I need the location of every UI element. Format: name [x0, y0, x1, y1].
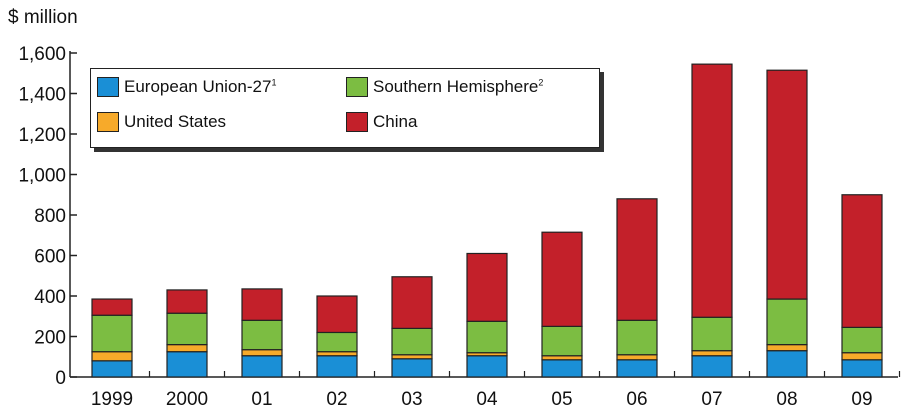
legend-item-united-states: United States [97, 112, 226, 132]
x-tick-label: 02 [326, 389, 347, 410]
bar-segment-china [841, 194, 883, 328]
bar-segment-sh [841, 326, 883, 354]
bar-segment-china [91, 298, 133, 316]
legend-label-southern-hemisphere: Southern Hemisphere2 [373, 77, 544, 96]
bar-segment-sh [541, 325, 583, 357]
bar-segment-us [241, 349, 283, 357]
legend-item-eu: European Union-271 [97, 77, 276, 97]
bar-segment-sh [391, 327, 433, 356]
bar-segment-china [166, 289, 208, 314]
bar-segment-china [541, 231, 583, 327]
bar-segment-eu [766, 350, 808, 378]
bar-segment-eu [91, 360, 133, 378]
y-tick-label: 1,600 [18, 44, 66, 65]
legend-swatch-eu [97, 77, 119, 97]
chart-legend: European Union-271 Southern Hemisphere2 … [90, 68, 600, 148]
y-tick-label: 200 [34, 328, 66, 349]
bar-segment-china [766, 69, 808, 300]
bar-segment-eu [841, 359, 883, 378]
bar-segment-china [241, 288, 283, 321]
bar-segment-china [316, 295, 358, 334]
bar-segment-eu [241, 355, 283, 378]
x-tick-label: 04 [476, 389, 498, 410]
bar-segment-sh [166, 312, 208, 346]
bar-segment-us [691, 350, 733, 357]
x-tick-label: 01 [251, 389, 272, 410]
x-tick-label: 06 [626, 389, 647, 410]
legend-swatch-southern-hemisphere [346, 77, 368, 97]
x-tick-label: 2000 [166, 389, 208, 410]
bar-segment-sh [241, 319, 283, 351]
bar-segment-eu [316, 355, 358, 378]
y-tick-label: 600 [34, 247, 66, 268]
bar-segment-sh [766, 298, 808, 346]
legend-label-china: China [373, 112, 418, 131]
x-tick-label: 05 [551, 389, 572, 410]
bar-segment-us [316, 351, 358, 357]
bar-segment-sh [691, 316, 733, 352]
legend-footnote-eu: 1 [271, 77, 277, 88]
bar-segment-eu [166, 351, 208, 378]
bar-segment-us [391, 354, 433, 360]
x-tick-label: 09 [851, 389, 872, 410]
x-tick-label: 08 [776, 389, 797, 410]
legend-footnote-southern-hemisphere: 2 [538, 77, 544, 88]
bar-segment-us [841, 352, 883, 361]
bar-segment-china [466, 252, 508, 322]
x-tick-label: 1999 [91, 389, 133, 410]
y-axis-unit-label: $ million [8, 7, 78, 28]
y-tick-label: 1,400 [18, 85, 66, 106]
legend-item-southern-hemisphere: Southern Hemisphere2 [346, 77, 543, 97]
y-tick-label: 0 [55, 368, 66, 389]
legend-item-china: China [346, 112, 417, 132]
legend-label-united-states: United States [124, 112, 227, 131]
bar-segment-eu [616, 359, 658, 378]
bar-segment-eu [541, 359, 583, 378]
y-tick-label: 1,000 [18, 166, 66, 187]
bar-segment-sh [316, 331, 358, 353]
bar-segment-eu [691, 355, 733, 378]
bar-segment-eu [466, 355, 508, 378]
x-tick-label: 03 [401, 389, 422, 410]
bar-segment-sh [616, 319, 658, 356]
x-tick-label: 07 [701, 389, 722, 410]
y-tick-label: 800 [34, 206, 66, 227]
y-tick-label: 1,200 [18, 125, 66, 146]
bar-segment-us [541, 355, 583, 361]
legend-swatch-united-states [97, 112, 119, 132]
bar-segment-sh [466, 320, 508, 354]
bar-segment-us [166, 344, 208, 353]
bar-segment-us [91, 351, 133, 362]
bar-segment-china [616, 198, 658, 321]
bar-segment-eu [391, 358, 433, 378]
bar-segment-us [766, 344, 808, 352]
bar-segment-china [691, 63, 733, 318]
bar-segment-us [616, 354, 658, 361]
legend-label-eu: European Union-271 [124, 77, 277, 96]
legend-swatch-china [346, 112, 368, 132]
y-tick-label: 400 [34, 287, 66, 308]
bar-segment-china [391, 276, 433, 330]
bar-segment-sh [91, 314, 133, 353]
